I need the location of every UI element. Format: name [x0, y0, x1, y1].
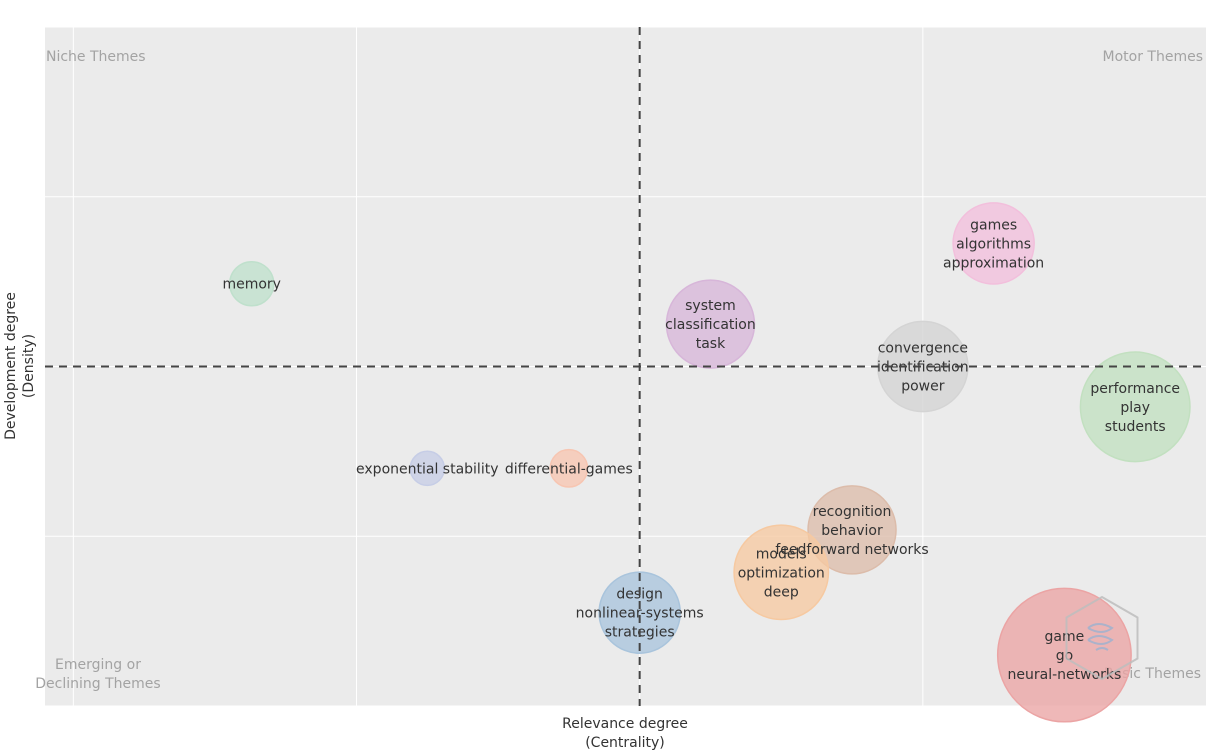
- bubble-point: [1079, 351, 1191, 463]
- quadrant-label-emerging: Emerging or Declining Themes: [35, 657, 160, 692]
- bubble-label-line: convergence: [878, 341, 968, 357]
- quadrant-label-line: Motor Themes: [1103, 49, 1204, 65]
- bubble-label-line: deep: [764, 584, 799, 600]
- bubble-label-line: differential-games: [505, 461, 633, 477]
- bubble-point: [996, 587, 1132, 723]
- bubble-label-line: algorithms: [956, 236, 1031, 252]
- bubble-label-line: models: [756, 546, 807, 562]
- quadrant-label-motor: Motor Themes: [1103, 49, 1204, 65]
- bubble-label-line: memory: [222, 277, 281, 293]
- bubble-point: [952, 202, 1035, 285]
- quadrant-labels: Niche Themes Motor Themes Emerging or Decli…: [35, 49, 1203, 692]
- bubble-label: models optimization deep: [738, 546, 825, 600]
- bubble-label: performance play students: [1090, 381, 1180, 435]
- bubble-label: game go neural-networks: [1008, 629, 1122, 683]
- watermark-hexagon: [1065, 595, 1139, 681]
- watermark-logo: [1065, 595, 1139, 681]
- bubble-label-line: approximation: [943, 255, 1044, 271]
- bubble-point: [733, 524, 830, 621]
- quadrant-label-line: Niche Themes: [46, 49, 146, 65]
- bubble-label: convergence identification power: [877, 341, 969, 395]
- bubble-label-line: behavior: [821, 523, 883, 539]
- bubble-label-line: classification: [665, 317, 756, 333]
- bubble-label-line: students: [1105, 419, 1166, 435]
- watermark-mark: [1087, 623, 1114, 651]
- x-axis-title: Relevance degree (Centrality): [562, 716, 688, 751]
- bubble-label: memory: [222, 277, 281, 293]
- bubble-label-line: game: [1045, 629, 1085, 645]
- quadrant-label-line: Declining Themes: [35, 676, 160, 692]
- bubble-label-line: games: [970, 217, 1017, 233]
- y-axis-title: Development degree (Density): [3, 292, 37, 440]
- x-axis-title-line: (Centrality): [585, 735, 665, 751]
- bubble-point: [665, 279, 756, 369]
- bubble-label: games algorithms approximation: [943, 217, 1044, 271]
- quadrant-label-line: Emerging or: [55, 657, 141, 673]
- bubble-label: recognition behavior feedforward networks: [775, 504, 928, 558]
- bubble-label: differential-games: [505, 461, 633, 477]
- bubble-point: [598, 571, 681, 654]
- bubble-label-line: system: [685, 298, 736, 314]
- bubble-label-line: task: [696, 336, 726, 352]
- reference-lines: [45, 27, 1206, 706]
- y-axis-title-line: Development degree: [3, 292, 19, 440]
- bubble-label-line: play: [1120, 400, 1150, 416]
- bubble-point: [228, 260, 275, 307]
- x-axis-title-line: Relevance degree: [562, 716, 688, 732]
- axis-titles: Relevance degree (Centrality) Development …: [3, 292, 688, 751]
- bubble-label-line: exponential stability: [356, 461, 498, 477]
- bubble-label-line: optimization: [738, 565, 825, 581]
- bubble-label-line: recognition: [813, 504, 892, 520]
- bubble-label: system classification task: [665, 298, 756, 352]
- bubble-label-line: neural-networks: [1008, 667, 1122, 683]
- bubble-label-line: nonlinear-systems: [576, 606, 704, 622]
- bubble-label-line: feedforward networks: [775, 542, 928, 558]
- bubble-point: [807, 485, 897, 575]
- bubble-point: [409, 450, 446, 487]
- bubble-label-line: performance: [1090, 381, 1180, 397]
- bubble-point: [549, 448, 589, 488]
- y-axis-title-line: (Density): [21, 334, 37, 398]
- bubble-label-line: identification: [877, 360, 969, 376]
- bubbles: memory system classification task games algor…: [222, 202, 1191, 723]
- bubble-label: exponential stability: [356, 461, 498, 477]
- bubble-label-line: power: [901, 379, 945, 395]
- quadrant-label-niche: Niche Themes: [46, 49, 146, 65]
